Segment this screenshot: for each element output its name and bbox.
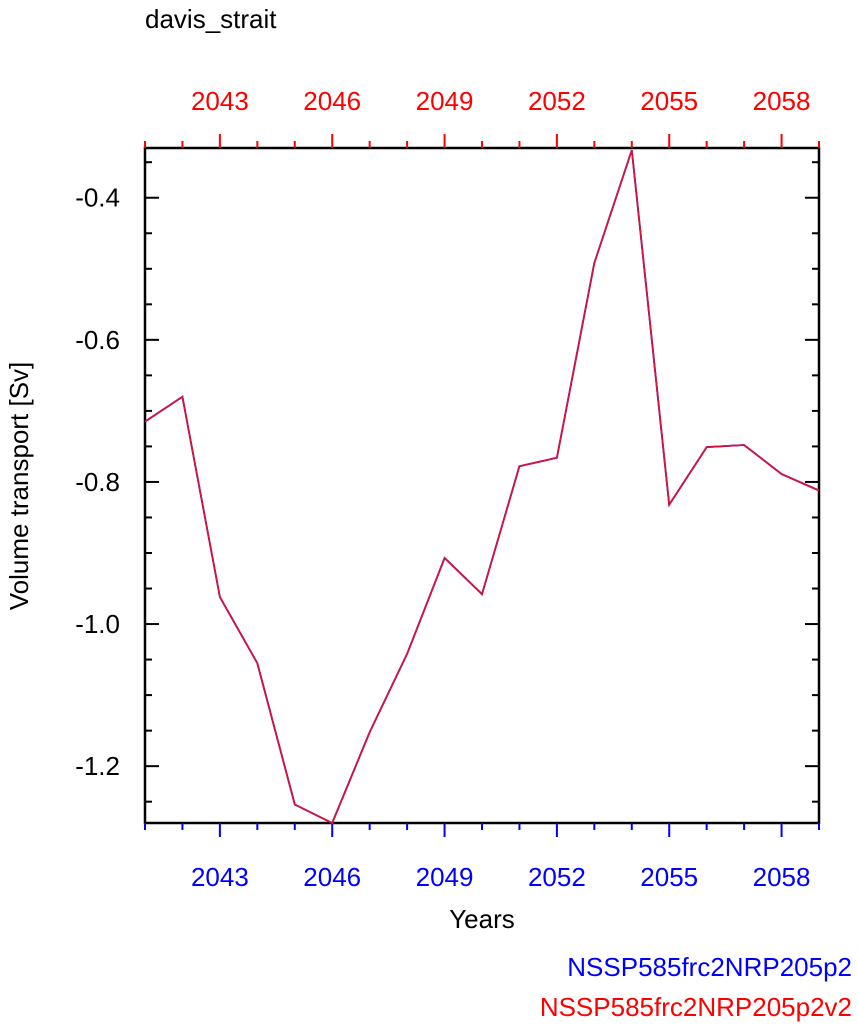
- legend-series-1: NSSP585frc2NRP205p2: [567, 952, 852, 982]
- x-axis-label: Years: [449, 904, 515, 934]
- tick-marks: [144, 134, 820, 837]
- x-tick-label-top: 2043: [191, 86, 249, 116]
- chart-title: davis_strait: [145, 4, 277, 34]
- plot-frame: [143, 146, 821, 825]
- x-tick-label-top: 2052: [528, 86, 586, 116]
- x-tick-label-bottom: 2055: [640, 862, 698, 892]
- x-tick-label-bottom: 2058: [753, 862, 811, 892]
- tick-labels: 2043 2043 2046 2046 2049 2049 2052 2052 2055 2055…: [75, 86, 810, 892]
- y-tick-label: -0.4: [75, 183, 120, 213]
- x-tick-label-top: 2058: [753, 86, 811, 116]
- series-lines: [144, 149, 820, 825]
- x-tick-label-top: 2046: [303, 86, 361, 116]
- x-tick-label-top: 2049: [416, 86, 474, 116]
- series-line-2: [144, 149, 820, 825]
- legend-series-2: NSSP585frc2NRP205p2v2: [539, 992, 852, 1022]
- x-tick-label-top: 2055: [640, 86, 698, 116]
- x-tick-label-bottom: 2043: [191, 862, 249, 892]
- x-tick-label-bottom: 2046: [303, 862, 361, 892]
- y-tick-label: -1.0: [75, 609, 120, 639]
- y-axis-label: Volume transport [Sv]: [4, 362, 34, 611]
- y-tick-label: -0.6: [75, 325, 120, 355]
- x-tick-label-bottom: 2049: [416, 862, 474, 892]
- y-tick-label: -1.2: [75, 751, 120, 781]
- x-tick-label-bottom: 2052: [528, 862, 586, 892]
- y-tick-label: -0.8: [75, 467, 120, 497]
- series-line-1: [144, 149, 820, 825]
